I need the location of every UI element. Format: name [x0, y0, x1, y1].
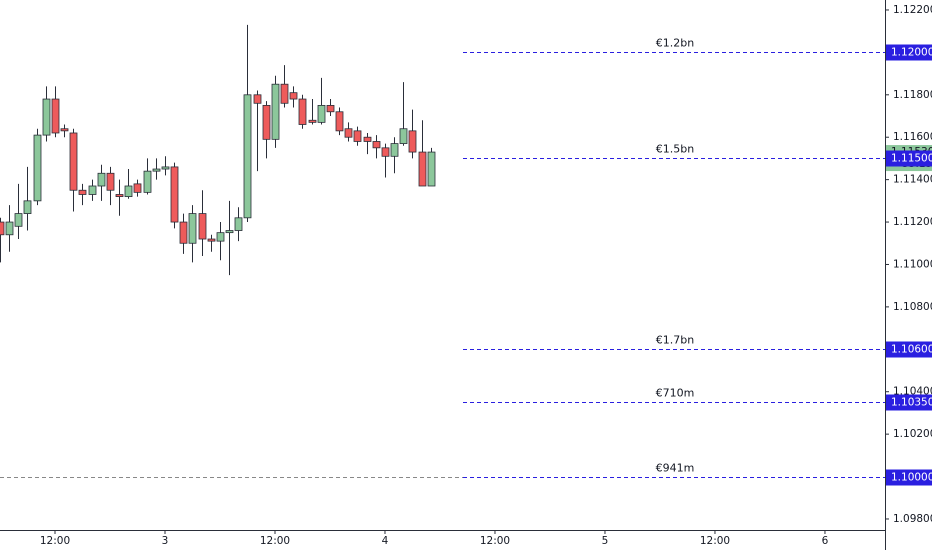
- candle-body: [88, 185, 97, 195]
- candle-body: [0, 221, 5, 236]
- x-tick-label: 12:00: [40, 535, 70, 547]
- level-price-label: 1.11500: [891, 153, 932, 165]
- candle-body: [262, 105, 271, 140]
- candle-body: [353, 130, 362, 142]
- candle-body: [317, 105, 326, 123]
- x-tick-label: 12:00: [260, 535, 290, 547]
- candle-body: [271, 83, 280, 140]
- y-tick-label: 1.12200: [893, 4, 932, 16]
- candle-body: [5, 221, 14, 236]
- y-tick-label: 1.11000: [893, 258, 932, 270]
- level-price-label: 1.10600: [891, 344, 932, 356]
- candle-body: [372, 141, 381, 149]
- y-tick-label: 1.10800: [893, 301, 932, 313]
- level-note: €1.7bn: [656, 334, 694, 347]
- candle-body: [188, 213, 197, 244]
- candle-body: [344, 128, 353, 138]
- candle-body: [133, 183, 142, 193]
- candle-body: [363, 136, 372, 142]
- candle-body: [326, 105, 335, 113]
- candle-body: [124, 185, 133, 198]
- candle-body: [161, 166, 170, 170]
- candle-body: [170, 166, 179, 223]
- x-tick-label: 5: [602, 535, 609, 547]
- candle-body: [308, 119, 317, 123]
- y-tick-label: 1.11400: [893, 174, 932, 186]
- candle-body: [23, 200, 32, 214]
- level-note: €710m: [656, 387, 695, 400]
- x-tick-label: 12:00: [700, 535, 730, 547]
- candle-body: [234, 217, 243, 231]
- x-tick-label: 6: [822, 535, 829, 547]
- candle-body: [408, 130, 417, 153]
- candle-body: [60, 128, 69, 132]
- y-tick-label: 1.11800: [893, 89, 932, 101]
- candle-body: [298, 98, 307, 125]
- level-price-box: [886, 394, 932, 411]
- x-tick-label: 4: [382, 535, 389, 547]
- candle-body: [418, 151, 427, 187]
- candle-body: [289, 92, 298, 100]
- level-price-label: 1.12000: [891, 47, 932, 59]
- level-price-box: [886, 44, 932, 61]
- candle-body: [106, 172, 115, 191]
- level-note: €1.5bn: [656, 143, 694, 156]
- candle-body: [225, 230, 234, 234]
- candle-body: [335, 111, 344, 132]
- x-tick-label: 12:00: [480, 535, 510, 547]
- candle-body: [427, 151, 436, 187]
- candle-body: [216, 232, 225, 242]
- candle-body: [280, 83, 289, 104]
- level-price-label: 1.10000: [891, 472, 932, 484]
- candle-body: [207, 238, 216, 242]
- candle-body: [33, 134, 42, 202]
- candle-body: [51, 98, 60, 134]
- candle-body: [253, 94, 262, 104]
- candle-body: [390, 143, 399, 157]
- candle-body: [143, 170, 152, 193]
- y-tick-label: 1.11600: [893, 131, 932, 143]
- level-note: €941m: [656, 462, 695, 475]
- level-price-box: [886, 150, 932, 167]
- candle-body: [42, 98, 51, 136]
- level-price-box: [886, 469, 932, 486]
- candle-body: [198, 213, 207, 240]
- level-price-label: 1.10350: [891, 397, 932, 409]
- candle-body: [399, 128, 408, 144]
- candle-body: [115, 194, 124, 198]
- candle-body: [78, 189, 87, 195]
- x-tick-label: 3: [162, 535, 169, 547]
- candle-body: [152, 168, 161, 172]
- y-tick-label: 1.09800: [893, 513, 932, 525]
- y-tick-label: 1.11200: [893, 216, 932, 228]
- y-tick-label: 1.10200: [893, 428, 932, 440]
- level-note: €1.2bn: [656, 37, 694, 50]
- candle-body: [381, 147, 390, 157]
- candle-body: [179, 221, 188, 244]
- candle-body: [97, 172, 106, 187]
- level-price-box: [886, 341, 932, 358]
- candle-body: [69, 132, 78, 191]
- candle-body: [14, 213, 23, 227]
- candle-body: [243, 94, 252, 219]
